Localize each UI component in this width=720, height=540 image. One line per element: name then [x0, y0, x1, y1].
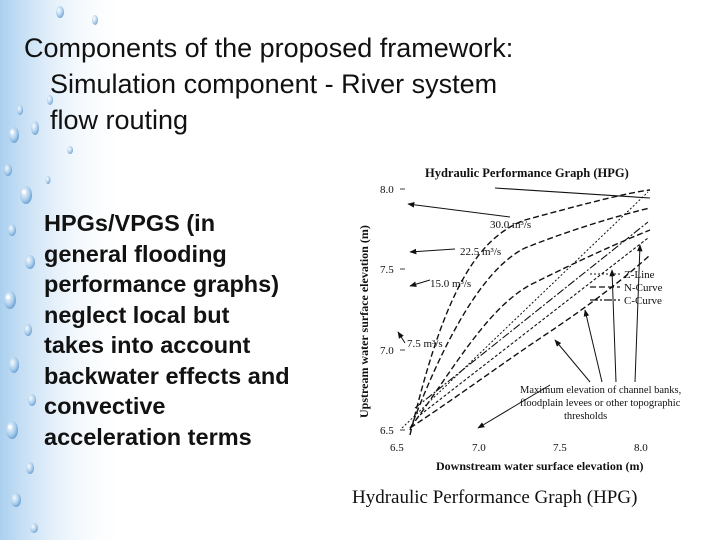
y-tick-label: 7.5 [380, 264, 394, 276]
y-tick-label: 7.0 [380, 345, 394, 357]
y-tick-label: 6.5 [380, 425, 394, 437]
figure-caption: Hydraulic Performance Graph (HPG) [352, 487, 638, 508]
title-line: Components of the proposed framework: [24, 33, 514, 63]
flow-label: 15.0 m³/s [430, 278, 471, 290]
annotation-line: floodplain levees or other topographic [520, 398, 681, 409]
x-tick-label: 8.0 [634, 442, 648, 454]
x-tick-label: 6.5 [390, 442, 404, 454]
flow-label: 22.5 m³/s [460, 246, 501, 258]
bullet-text: HPGs/VPGS (in general flooding performan… [44, 208, 344, 452]
graph-ylabel: Upstream water surface elevation (m) [357, 225, 371, 418]
hpg-figure: Hydraulic Performance Graph (HPG) Upstre… [357, 166, 681, 473]
annotation-line: Maximum elevation of channel banks, [520, 385, 681, 396]
legend-entry: C-Curve [624, 295, 662, 307]
title-line: Simulation component - River system [50, 69, 498, 99]
body-line: acceleration terms [44, 423, 252, 450]
body-line: general flooding [44, 240, 227, 267]
x-tick-label: 7.5 [553, 442, 567, 454]
legend: Z-Line N-Curve C-Curve [590, 269, 663, 307]
graph-xlabel: Downstream water surface elevation (m) [436, 459, 644, 473]
slide-title: Components of the proposed framework: Si… [24, 30, 704, 138]
hpg-curve-7-5 [409, 254, 651, 429]
body-line: performance graphs) [44, 271, 280, 297]
z-line [401, 191, 649, 429]
y-tick-label: 8.0 [380, 184, 394, 196]
body-line: backwater effects and [44, 362, 290, 389]
body-line: HPGs/VPGS (in [44, 210, 216, 236]
graph-title: Hydraulic Performance Graph (HPG) [425, 166, 629, 180]
x-tick-label: 7.0 [472, 442, 486, 454]
annotation-line: thresholds [564, 411, 607, 422]
title-line: flow routing [50, 105, 189, 135]
hpg-curve-30 [409, 189, 651, 436]
hpg-curve-22-5 [409, 207, 651, 431]
legend-entry: N-Curve [624, 282, 663, 294]
body-line: neglect local but [44, 301, 230, 328]
hpg-curve-15 [409, 229, 651, 429]
body-line: convective [44, 393, 166, 419]
flow-label: 30.0 m³/s [490, 219, 531, 231]
body-line: takes into account [44, 332, 251, 358]
flow-label: 7.5 m³/s [407, 338, 443, 350]
